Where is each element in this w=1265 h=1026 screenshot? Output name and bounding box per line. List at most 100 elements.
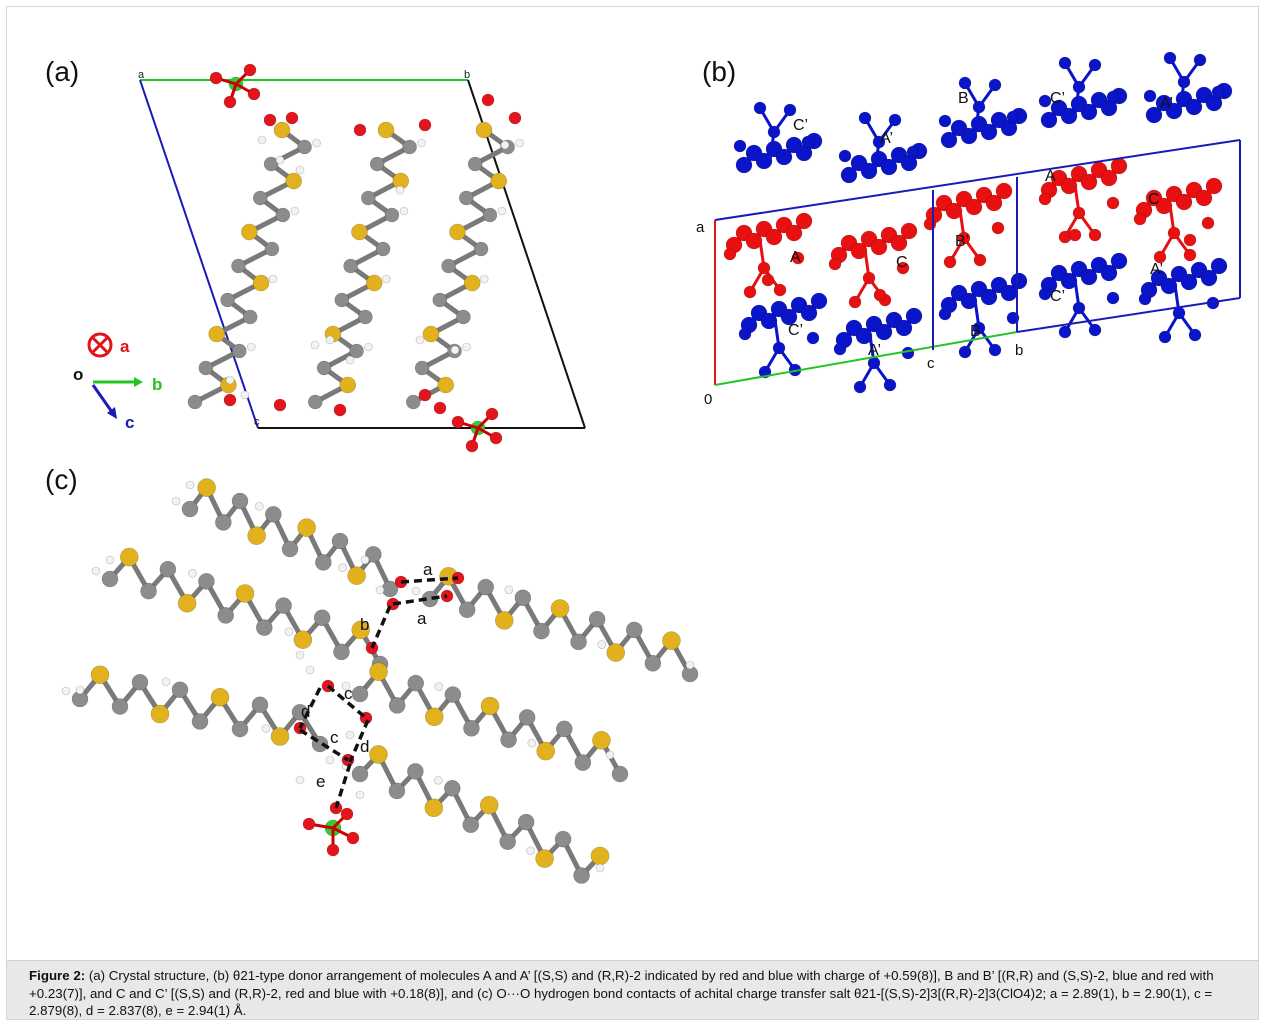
atom (973, 253, 987, 267)
atom (243, 63, 257, 77)
atom (945, 202, 963, 220)
atom (860, 162, 878, 180)
atom (1060, 272, 1078, 290)
cell-label-b: b (464, 69, 470, 81)
atom (958, 345, 972, 359)
atom (91, 566, 101, 576)
atom (407, 674, 425, 692)
atom (490, 172, 508, 190)
atom (399, 206, 409, 216)
atom (325, 335, 335, 345)
atom (375, 585, 385, 595)
atom (1072, 80, 1086, 94)
atom (595, 863, 605, 873)
atom (402, 139, 417, 155)
donor-molecules (61, 478, 699, 884)
atom (246, 342, 256, 352)
atom (785, 224, 803, 242)
atom (890, 234, 908, 252)
atom (848, 295, 862, 309)
atom (369, 745, 388, 764)
atom (757, 261, 771, 275)
atom (991, 221, 1005, 235)
atom (761, 273, 775, 287)
atom (456, 309, 471, 325)
atom (943, 255, 957, 269)
atom (462, 342, 471, 352)
atom (685, 660, 695, 670)
atom (772, 341, 786, 355)
atom (405, 394, 421, 410)
atom (923, 217, 937, 231)
atom (247, 526, 266, 545)
panel-b-label: (b) (702, 56, 737, 87)
atom (1088, 323, 1102, 337)
atom (875, 323, 893, 341)
atom (418, 388, 432, 402)
atom (592, 730, 611, 750)
atom (307, 394, 323, 410)
atom (261, 724, 271, 733)
atom (351, 620, 371, 640)
atom (873, 288, 887, 302)
atom (101, 570, 119, 588)
atom (434, 682, 444, 691)
atom (1200, 269, 1218, 287)
atom (459, 190, 474, 206)
atom (331, 532, 349, 550)
atom (463, 274, 481, 292)
atom (1155, 197, 1173, 215)
atom (360, 555, 370, 565)
atom (473, 241, 489, 257)
atom (555, 720, 573, 738)
atom (515, 138, 524, 148)
atom (231, 258, 246, 274)
caption-body: (a) Crystal structure, (b) θ21-type dono… (29, 968, 1214, 1018)
atom (605, 750, 615, 760)
atom (1038, 192, 1052, 206)
molecule-label: B (970, 323, 981, 340)
panel-b-donor-arrangement: a 0 c b C’ A’ B C’ A’ A C B’ A C C’ B A’ C’ A’ (696, 51, 1241, 408)
atom (988, 78, 1002, 92)
atom (485, 407, 499, 421)
atom (1080, 268, 1098, 286)
atom (365, 546, 382, 563)
atom (900, 222, 918, 240)
atom (957, 231, 971, 245)
atom (850, 242, 868, 260)
atom (381, 274, 391, 284)
atom (1058, 325, 1072, 339)
atom (349, 343, 364, 359)
atom (972, 100, 986, 114)
atom (1143, 89, 1157, 103)
atom (479, 274, 489, 284)
atom (765, 228, 783, 246)
cell-label-c: c (254, 416, 260, 428)
atom (255, 502, 264, 511)
atom (343, 258, 358, 274)
atom (853, 380, 867, 394)
atom (339, 376, 357, 394)
atom (477, 578, 495, 596)
atom (334, 292, 350, 308)
donor-molecules (723, 51, 1233, 394)
atom (590, 846, 610, 866)
atom (252, 274, 270, 292)
atom (806, 331, 820, 345)
atom (159, 560, 177, 578)
atom (61, 686, 71, 696)
atom (340, 807, 354, 821)
atom (338, 563, 347, 572)
atom (862, 271, 876, 285)
atom (223, 393, 237, 407)
atom (883, 378, 897, 392)
unit-cell-outline (139, 79, 586, 429)
atom (351, 223, 368, 241)
donor-stacks (187, 63, 524, 453)
atom (938, 114, 952, 128)
atom (500, 731, 517, 749)
atom (451, 415, 465, 429)
atom (480, 696, 500, 716)
atom (644, 654, 662, 672)
atom (351, 765, 369, 783)
